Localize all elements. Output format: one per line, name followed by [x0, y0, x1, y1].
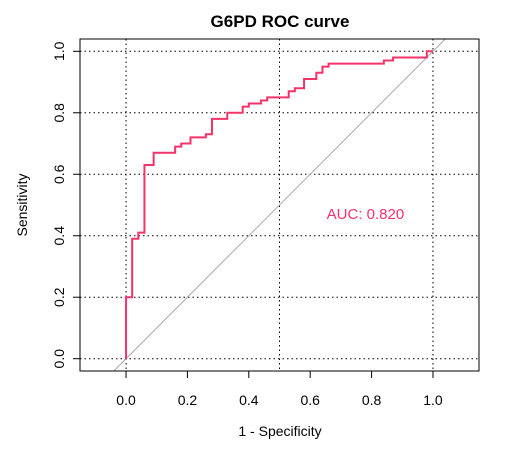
chart-title: G6PD ROC curve: [211, 12, 350, 31]
y-tick-label: 1.0: [51, 41, 67, 61]
y-axis-label: Sensitivity: [14, 173, 30, 236]
x-tick-label: 0.4: [239, 392, 259, 408]
x-tick-label: 0.8: [362, 392, 382, 408]
x-tick-label: 1.0: [423, 392, 443, 408]
x-tick-label: 0.2: [178, 392, 198, 408]
grid-lines: [80, 39, 479, 371]
x-tick-label: 0.0: [116, 392, 136, 408]
roc-curve: [125, 50, 433, 359]
y-tick-label: 0.0: [51, 349, 67, 369]
y-tick-label: 0.4: [51, 226, 67, 246]
y-tick-label: 0.6: [51, 164, 67, 184]
x-axis-label: 1 - Specificity: [238, 423, 321, 439]
x-tick-label: 0.6: [300, 392, 320, 408]
y-tick-label: 0.8: [51, 103, 67, 123]
x-axis: 0.0 0.2 0.4 0.6 0.8 1.0: [116, 371, 443, 408]
plot-frame: [79, 38, 480, 372]
auc-annotation: AUC: 0.820: [327, 206, 405, 223]
reference-diagonal: [113, 38, 446, 372]
y-tick-label: 0.2: [51, 287, 67, 307]
y-axis: 0.0 0.2 0.4 0.6 0.8 1.0: [51, 41, 80, 368]
